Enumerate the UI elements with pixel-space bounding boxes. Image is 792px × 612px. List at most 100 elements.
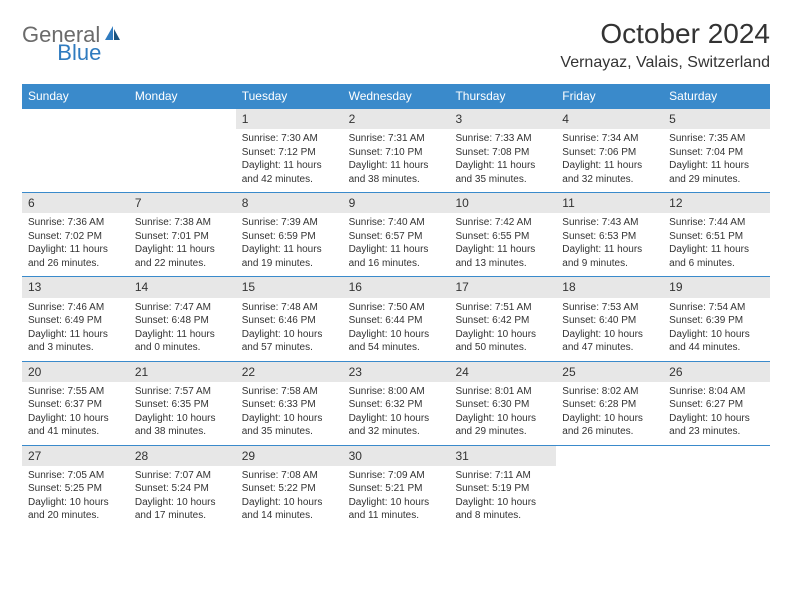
daylight-text: Daylight: 11 hours and 6 minutes. — [669, 243, 764, 270]
day-cell: 22Sunrise: 7:58 AMSunset: 6:33 PMDayligh… — [236, 362, 343, 445]
day-number: 11 — [556, 193, 663, 213]
day-info: Sunrise: 7:39 AMSunset: 6:59 PMDaylight:… — [236, 213, 343, 276]
day-cell: 12Sunrise: 7:44 AMSunset: 6:51 PMDayligh… — [663, 193, 770, 276]
daylight-text: Daylight: 10 hours and 47 minutes. — [562, 328, 657, 355]
sunset-text: Sunset: 6:48 PM — [135, 314, 230, 328]
daylight-text: Daylight: 10 hours and 35 minutes. — [242, 412, 337, 439]
sunrise-text: Sunrise: 7:54 AM — [669, 301, 764, 315]
day-cell: 7Sunrise: 7:38 AMSunset: 7:01 PMDaylight… — [129, 193, 236, 276]
sunrise-text: Sunrise: 8:04 AM — [669, 385, 764, 399]
day-info: Sunrise: 7:54 AMSunset: 6:39 PMDaylight:… — [663, 298, 770, 361]
day-cell: 17Sunrise: 7:51 AMSunset: 6:42 PMDayligh… — [449, 277, 556, 360]
daylight-text: Daylight: 10 hours and 38 minutes. — [135, 412, 230, 439]
sunrise-text: Sunrise: 7:44 AM — [669, 216, 764, 230]
sunrise-text: Sunrise: 7:31 AM — [349, 132, 444, 146]
sunrise-text: Sunrise: 7:33 AM — [455, 132, 550, 146]
week-row: 20Sunrise: 7:55 AMSunset: 6:37 PMDayligh… — [22, 361, 770, 445]
day-info: Sunrise: 7:07 AMSunset: 5:24 PMDaylight:… — [129, 466, 236, 529]
sunset-text: Sunset: 6:27 PM — [669, 398, 764, 412]
daylight-text: Daylight: 11 hours and 0 minutes. — [135, 328, 230, 355]
daylight-text: Daylight: 11 hours and 19 minutes. — [242, 243, 337, 270]
weekday-tuesday: Tuesday — [236, 84, 343, 108]
daylight-text: Daylight: 10 hours and 57 minutes. — [242, 328, 337, 355]
sunrise-text: Sunrise: 7:50 AM — [349, 301, 444, 315]
day-info: Sunrise: 7:43 AMSunset: 6:53 PMDaylight:… — [556, 213, 663, 276]
day-info: Sunrise: 7:53 AMSunset: 6:40 PMDaylight:… — [556, 298, 663, 361]
day-cell: 14Sunrise: 7:47 AMSunset: 6:48 PMDayligh… — [129, 277, 236, 360]
day-info: Sunrise: 7:55 AMSunset: 6:37 PMDaylight:… — [22, 382, 129, 445]
day-number: 21 — [129, 362, 236, 382]
day-cell: 6Sunrise: 7:36 AMSunset: 7:02 PMDaylight… — [22, 193, 129, 276]
title-block: October 2024 Vernayaz, Valais, Switzerla… — [560, 18, 770, 72]
daylight-text: Daylight: 11 hours and 3 minutes. — [28, 328, 123, 355]
day-info: Sunrise: 7:47 AMSunset: 6:48 PMDaylight:… — [129, 298, 236, 361]
day-cell: 29Sunrise: 7:08 AMSunset: 5:22 PMDayligh… — [236, 446, 343, 529]
day-number: 3 — [449, 109, 556, 129]
sunrise-text: Sunrise: 7:34 AM — [562, 132, 657, 146]
sunset-text: Sunset: 7:12 PM — [242, 146, 337, 160]
sunset-text: Sunset: 6:33 PM — [242, 398, 337, 412]
sunset-text: Sunset: 6:35 PM — [135, 398, 230, 412]
day-cell: 10Sunrise: 7:42 AMSunset: 6:55 PMDayligh… — [449, 193, 556, 276]
sunset-text: Sunset: 5:25 PM — [28, 482, 123, 496]
sunrise-text: Sunrise: 7:35 AM — [669, 132, 764, 146]
day-number: 29 — [236, 446, 343, 466]
day-cell: 13Sunrise: 7:46 AMSunset: 6:49 PMDayligh… — [22, 277, 129, 360]
sunrise-text: Sunrise: 7:30 AM — [242, 132, 337, 146]
daylight-text: Daylight: 11 hours and 13 minutes. — [455, 243, 550, 270]
week-row: 1 Sunrise: 7:30 AMSunset: 7:12 PM Daylight… — [22, 108, 770, 192]
day-info: Sunrise: 7:40 AMSunset: 6:57 PMDaylight:… — [343, 213, 450, 276]
sunset-text: Sunset: 7:04 PM — [669, 146, 764, 160]
day-cell: 3Sunrise: 7:33 AMSunset: 7:08 PMDaylight… — [449, 109, 556, 192]
sunset-text: Sunset: 7:10 PM — [349, 146, 444, 160]
sunset-text: Sunset: 6:37 PM — [28, 398, 123, 412]
day-cell: 9Sunrise: 7:40 AMSunset: 6:57 PMDaylight… — [343, 193, 450, 276]
daylight-text: Daylight: 10 hours and 54 minutes. — [349, 328, 444, 355]
day-info: Sunrise: 7:09 AMSunset: 5:21 PMDaylight:… — [343, 466, 450, 529]
sunset-text: Sunset: 5:24 PM — [135, 482, 230, 496]
day-info: Sunrise: 7:42 AMSunset: 6:55 PMDaylight:… — [449, 213, 556, 276]
day-info: Sunrise: 7:38 AMSunset: 7:01 PMDaylight:… — [129, 213, 236, 276]
weekday-row: Sunday Monday Tuesday Wednesday Thursday… — [22, 84, 770, 108]
daylight-text: Daylight: 10 hours and 41 minutes. — [28, 412, 123, 439]
sunrise-text: Sunrise: 7:47 AM — [135, 301, 230, 315]
day-number: 2 — [343, 109, 450, 129]
day-number: 31 — [449, 446, 556, 466]
sunset-text: Sunset: 6:40 PM — [562, 314, 657, 328]
sunset-text: Sunset: 6:30 PM — [455, 398, 550, 412]
day-info: Sunrise: 7:05 AMSunset: 5:25 PMDaylight:… — [22, 466, 129, 529]
day-cell: 28Sunrise: 7:07 AMSunset: 5:24 PMDayligh… — [129, 446, 236, 529]
sunset-text: Sunset: 7:02 PM — [28, 230, 123, 244]
day-info: Sunrise: 7:44 AMSunset: 6:51 PMDaylight:… — [663, 213, 770, 276]
sunrise-text: Sunrise: 7:07 AM — [135, 469, 230, 483]
daylight-text: Daylight: 10 hours and 29 minutes. — [455, 412, 550, 439]
day-number: 6 — [22, 193, 129, 213]
day-number: 15 — [236, 277, 343, 297]
day-info: Sunrise: 7:34 AMSunset: 7:06 PMDaylight:… — [556, 129, 663, 192]
weekday-sunday: Sunday — [22, 84, 129, 108]
day-cell: 24Sunrise: 8:01 AMSunset: 6:30 PMDayligh… — [449, 362, 556, 445]
day-cell: 27Sunrise: 7:05 AMSunset: 5:25 PMDayligh… — [22, 446, 129, 529]
day-number: 1 — [236, 109, 343, 129]
day-cell: 16Sunrise: 7:50 AMSunset: 6:44 PMDayligh… — [343, 277, 450, 360]
day-number: 23 — [343, 362, 450, 382]
sunrise-text: Sunrise: 7:58 AM — [242, 385, 337, 399]
day-cell: 25Sunrise: 8:02 AMSunset: 6:28 PMDayligh… — [556, 362, 663, 445]
logo-text-blue: Blue — [57, 40, 101, 66]
week-row: 6Sunrise: 7:36 AMSunset: 7:02 PMDaylight… — [22, 192, 770, 276]
day-cell: 20Sunrise: 7:55 AMSunset: 6:37 PMDayligh… — [22, 362, 129, 445]
day-number: 7 — [129, 193, 236, 213]
sunrise-text: Sunrise: 8:02 AM — [562, 385, 657, 399]
daylight-text: Daylight: 11 hours and 22 minutes. — [135, 243, 230, 270]
calendar-page: General Blue October 2024 Vernayaz, Vala… — [0, 0, 792, 529]
daylight-text: Daylight: 11 hours and 29 minutes. — [669, 159, 764, 186]
day-cell: 23Sunrise: 8:00 AMSunset: 6:32 PMDayligh… — [343, 362, 450, 445]
sunset-text: Sunset: 5:19 PM — [455, 482, 550, 496]
day-number: 13 — [22, 277, 129, 297]
calendar: Sunday Monday Tuesday Wednesday Thursday… — [22, 84, 770, 529]
day-cell: 19Sunrise: 7:54 AMSunset: 6:39 PMDayligh… — [663, 277, 770, 360]
daylight-text: Daylight: 11 hours and 16 minutes. — [349, 243, 444, 270]
weekday-friday: Friday — [556, 84, 663, 108]
sunset-text: Sunset: 6:51 PM — [669, 230, 764, 244]
sunset-text: Sunset: 5:22 PM — [242, 482, 337, 496]
